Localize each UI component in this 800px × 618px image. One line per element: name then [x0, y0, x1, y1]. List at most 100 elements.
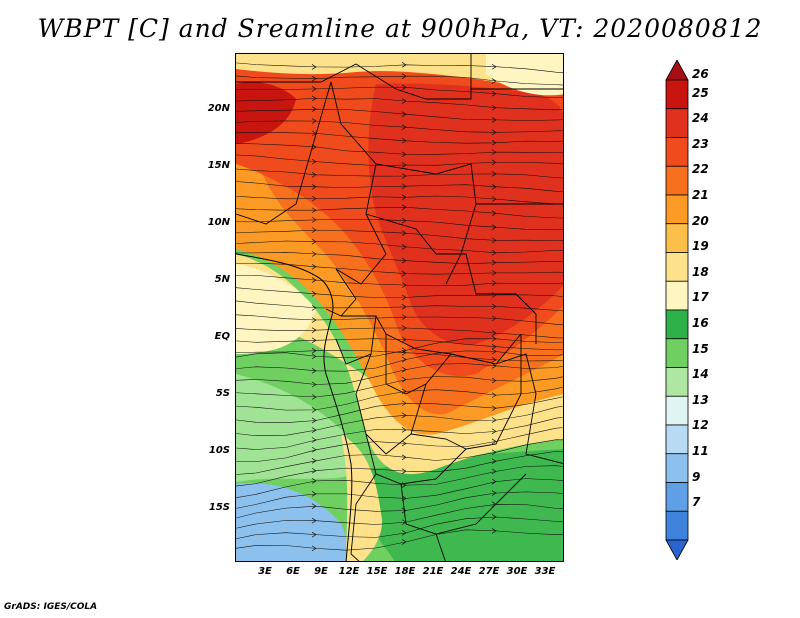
- lon-label-24e: 24E: [450, 566, 472, 577]
- lon-label-21e: 21E: [422, 566, 444, 577]
- colorbar: [665, 60, 689, 560]
- streamline: [236, 478, 563, 509]
- streamline: [236, 405, 563, 436]
- colorbar-segment: [665, 424, 689, 455]
- streamline: [236, 168, 563, 179]
- lon-label-27e: 27E: [478, 566, 500, 577]
- region-north-yellow: [236, 54, 563, 85]
- region-south-green: [346, 449, 563, 561]
- colorbar-segment: [665, 338, 689, 368]
- colorbar-label: 9: [692, 469, 701, 484]
- streamline: [236, 327, 563, 339]
- streamline: [236, 75, 563, 86]
- colorbar-label: 20: [692, 213, 709, 228]
- colorbar-segment: [665, 482, 689, 512]
- colorbar-label: 21: [692, 188, 709, 202]
- colorbar-label: 23: [692, 136, 709, 151]
- colorbar-segment: [665, 280, 689, 311]
- streamline: [236, 363, 563, 385]
- streamline: [236, 529, 563, 551]
- colorbar-label: 19: [692, 239, 709, 254]
- colorbar-label: 26: [692, 67, 709, 81]
- colorbar-label: 13: [692, 392, 709, 407]
- lon-label-3e: 3E: [258, 566, 272, 577]
- streamline: [236, 181, 563, 192]
- lat-label-15s: 15S: [208, 502, 230, 513]
- streamline: [236, 451, 563, 487]
- streamline: [236, 396, 563, 423]
- lat-label-20n: 20N: [207, 103, 230, 114]
- colorbar-segment: [665, 510, 689, 541]
- streamline: [236, 416, 563, 450]
- streamline: [236, 350, 563, 372]
- colorbar-segment: [665, 539, 689, 560]
- streamline: [236, 120, 563, 133]
- lon-label-9e: 9E: [314, 566, 328, 577]
- streamline: [236, 195, 563, 205]
- map-canvas: [236, 54, 563, 561]
- streamline: [236, 439, 563, 475]
- colorbar-segment: [665, 309, 689, 340]
- colorbar-label: 18: [692, 264, 709, 279]
- streamline: [236, 108, 563, 121]
- streamline: [236, 132, 563, 144]
- region-west-coast-pale: [236, 264, 316, 354]
- streamline: [236, 154, 563, 166]
- streamline: [236, 229, 563, 241]
- colorbar-label: 17: [692, 290, 709, 305]
- lat-label-10s: 10S: [208, 445, 230, 456]
- colorbar-segment: [665, 194, 689, 225]
- streamline: [236, 386, 563, 411]
- colorbar-label: 16: [692, 316, 709, 330]
- region-north-east-pale: [486, 54, 563, 96]
- lon-label-6e: 6E: [286, 566, 300, 577]
- colorbar-label: 15: [692, 341, 709, 356]
- streamline: [236, 376, 563, 398]
- streamline: [236, 62, 563, 73]
- streamline: [236, 275, 563, 287]
- lat-label-5s: 5S: [215, 388, 230, 399]
- streamline: [236, 314, 563, 326]
- streamline: [236, 207, 563, 219]
- streamline: [236, 252, 563, 265]
- lat-label-10n: 10N: [207, 217, 230, 228]
- colorbar-segment: [665, 453, 689, 483]
- region-core-dark-red: [236, 82, 296, 144]
- colorbar-segment: [665, 223, 689, 253]
- colorbar-label: 25: [692, 85, 709, 100]
- region-far-south-light: [236, 374, 356, 482]
- lon-label-18e: 18E: [394, 566, 416, 577]
- colorbar-segment: [665, 367, 689, 397]
- colorbar-label: 14: [692, 367, 709, 382]
- colorbar-segment: [665, 108, 689, 138]
- streamline: [236, 262, 563, 275]
- lat-label-eq: EQ: [214, 331, 230, 342]
- map-plot[interactable]: [235, 53, 564, 562]
- lat-label-5n: 5N: [214, 274, 230, 285]
- colorbar-segment: [665, 165, 689, 196]
- lon-label-30e: 30E: [506, 566, 528, 577]
- coastline: [236, 253, 353, 561]
- streamline: [236, 300, 563, 312]
- country-borders: [236, 54, 563, 561]
- streamline: [236, 143, 563, 155]
- colorbar-label: 11: [692, 444, 709, 458]
- colorbar-segment: [665, 79, 689, 110]
- streamline: [236, 349, 563, 362]
- lon-label-15e: 15E: [366, 566, 388, 577]
- colorbar-label: 12: [692, 418, 709, 433]
- lon-label-12e: 12E: [338, 566, 360, 577]
- streamline: [236, 338, 563, 351]
- streamline: [236, 516, 563, 540]
- streamline: [236, 465, 563, 498]
- region-core-red: [368, 83, 563, 345]
- lon-label-33e: 33E: [534, 566, 556, 577]
- streamline: [236, 427, 563, 462]
- colorbar-segment: [665, 137, 689, 167]
- colorbar-segment: [665, 252, 689, 282]
- streamline: [236, 491, 563, 519]
- colorbar-segment: [665, 395, 689, 426]
- map-title: WBPT [C] and Sreamline at 900hPa, VT: 20…: [37, 14, 763, 43]
- credit-text: GrADS: IGES/COLA: [4, 602, 98, 612]
- streamline: [236, 98, 563, 111]
